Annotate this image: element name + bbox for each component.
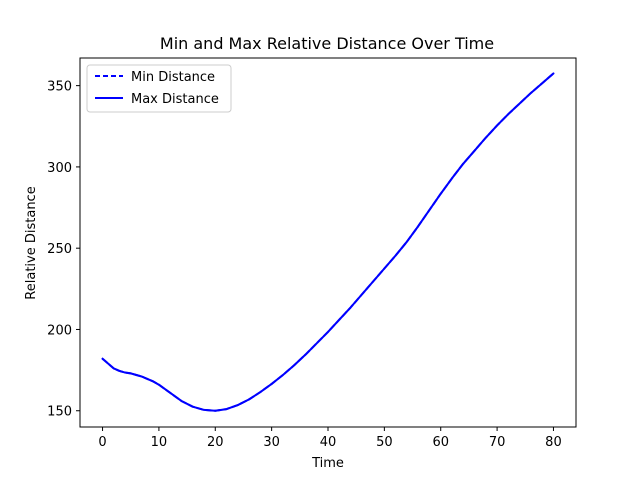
x-tick-label: 20 (207, 435, 224, 450)
x-tick-label: 80 (545, 435, 562, 450)
x-axis-label: Time (311, 456, 344, 471)
x-tick-label: 70 (489, 435, 506, 450)
axes-frame (79, 57, 577, 428)
y-tick-label: 250 (47, 242, 72, 257)
plot-area (101, 72, 555, 412)
x-tick-label: 0 (98, 435, 106, 450)
x-tick-label: 30 (263, 435, 280, 450)
x-tick-label: 60 (432, 435, 449, 450)
chart-title: Min and Max Relative Distance Over Time (160, 34, 494, 53)
legend-label-max-distance: Max Distance (131, 92, 219, 107)
y-tick-label: 350 (47, 80, 72, 95)
y-tick-label: 200 (47, 323, 72, 338)
y-axis-label: Relative Distance (24, 186, 39, 299)
legend-label-min-distance: Min Distance (131, 70, 215, 85)
y-tick-label: 150 (47, 405, 72, 420)
y-axis-ticks: 150 200 250 300 350 (47, 80, 80, 420)
series-line-max-distance (101, 72, 555, 412)
y-tick-label: 300 (47, 161, 72, 176)
x-tick-label: 10 (151, 435, 168, 450)
x-axis-ticks: 0 10 20 30 40 50 60 70 80 (98, 427, 562, 450)
x-tick-label: 40 (320, 435, 337, 450)
legend: Min Distance Max Distance (86, 64, 232, 113)
series-line-min-distance (101, 72, 555, 412)
x-tick-label: 50 (376, 435, 393, 450)
